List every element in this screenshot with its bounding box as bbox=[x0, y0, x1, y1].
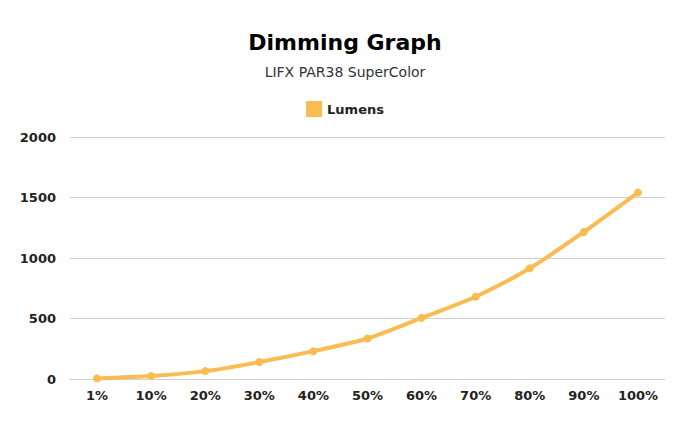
svg-text:0: 0 bbox=[47, 372, 56, 387]
svg-text:50%: 50% bbox=[352, 388, 383, 403]
svg-text:80%: 80% bbox=[514, 388, 545, 403]
svg-text:2000: 2000 bbox=[20, 130, 56, 145]
svg-text:40%: 40% bbox=[298, 388, 329, 403]
svg-text:1500: 1500 bbox=[20, 190, 56, 205]
svg-text:10%: 10% bbox=[136, 388, 167, 403]
svg-text:20%: 20% bbox=[190, 388, 221, 403]
svg-text:70%: 70% bbox=[460, 388, 491, 403]
svg-text:100%: 100% bbox=[618, 388, 658, 403]
svg-text:LIFX PAR38 SuperColor: LIFX PAR38 SuperColor bbox=[265, 64, 426, 80]
svg-text:60%: 60% bbox=[406, 388, 437, 403]
svg-text:1000: 1000 bbox=[20, 251, 56, 266]
svg-text:90%: 90% bbox=[568, 388, 599, 403]
svg-text:Lumens: Lumens bbox=[327, 102, 384, 117]
svg-text:1%: 1% bbox=[86, 388, 108, 403]
svg-text:500: 500 bbox=[29, 311, 56, 326]
svg-text:30%: 30% bbox=[244, 388, 275, 403]
svg-text:Dimming Graph: Dimming Graph bbox=[248, 30, 441, 55]
